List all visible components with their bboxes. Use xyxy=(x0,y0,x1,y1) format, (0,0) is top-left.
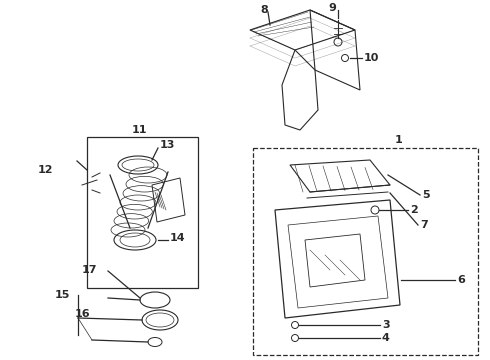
Bar xyxy=(87,137,198,288)
Text: 14: 14 xyxy=(170,233,186,243)
Text: 10: 10 xyxy=(364,53,379,63)
Text: 2: 2 xyxy=(410,205,418,215)
Text: 8: 8 xyxy=(260,5,268,15)
Text: 6: 6 xyxy=(457,275,465,285)
Text: 17: 17 xyxy=(82,265,98,275)
Text: 13: 13 xyxy=(160,140,175,150)
Text: 16: 16 xyxy=(75,309,91,319)
Text: 15: 15 xyxy=(55,290,71,300)
Text: 11: 11 xyxy=(132,125,147,135)
Text: 5: 5 xyxy=(422,190,430,200)
Bar xyxy=(253,148,478,355)
Text: 12: 12 xyxy=(38,165,53,175)
Text: 9: 9 xyxy=(328,3,336,13)
Text: 4: 4 xyxy=(382,333,390,343)
Text: 7: 7 xyxy=(420,220,428,230)
Text: 1: 1 xyxy=(395,135,403,145)
Text: 3: 3 xyxy=(382,320,390,330)
